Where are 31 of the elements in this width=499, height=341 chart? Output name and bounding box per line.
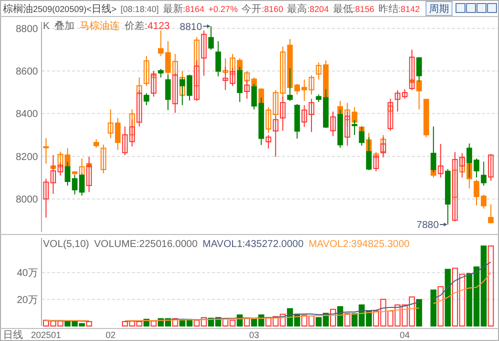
chart-title: 棕榈油2509(020509)<日线>	[3, 3, 117, 15]
x-tick-label: 202501	[31, 330, 62, 340]
x-tick-label: 02	[106, 330, 116, 340]
text: [08:18:40]	[120, 4, 159, 14]
text: 今开:8160	[242, 3, 284, 15]
text: 昨结:8142	[378, 3, 420, 15]
y-tick-label: 8600	[16, 66, 38, 78]
annotation: 价差:4123	[124, 20, 170, 32]
text: 最低:8156	[332, 4, 374, 15]
x-tick-label: 03	[249, 330, 260, 340]
text: 最新:8164	[162, 3, 205, 15]
text: 马棕油连	[80, 20, 120, 32]
annotation: VOL(5,10)	[43, 239, 90, 250]
y-tick-label: 8000	[16, 194, 38, 206]
y-tick-label: 8800	[16, 24, 38, 35]
text: 最高:8204	[287, 3, 329, 15]
text: 周期	[429, 3, 449, 15]
y-tick-label: 20万	[16, 294, 38, 306]
annotation: 7880	[416, 220, 440, 232]
text: +0.27%	[208, 4, 238, 14]
text: MAVOL1:435272.0000	[202, 239, 304, 250]
annotation: 叠加	[54, 20, 75, 32]
text: 日线	[3, 329, 23, 341]
y-tick-label: 8400	[16, 109, 38, 120]
annotation: 8810	[180, 22, 202, 33]
y-tick-label: 8200	[16, 152, 38, 163]
annotation: K	[43, 21, 50, 32]
y-tick-label: 40万	[16, 268, 38, 280]
x-tick-label: 04	[400, 330, 410, 340]
annotation: VOLUME:225016.0000	[94, 239, 198, 250]
text: MAVOL2:394825.3000	[308, 239, 410, 250]
